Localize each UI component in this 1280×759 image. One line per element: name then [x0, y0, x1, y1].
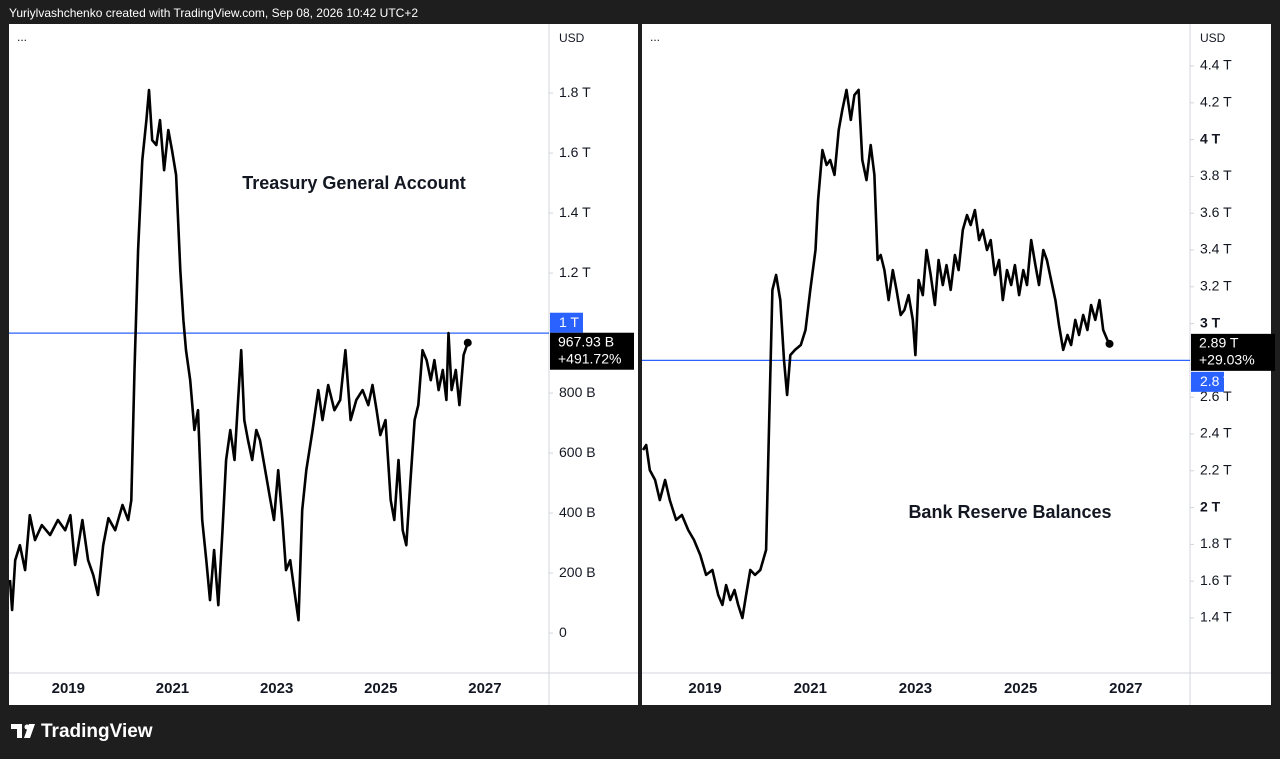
data-line	[8, 88, 470, 622]
x-tick-label: 2021	[794, 680, 827, 697]
y-tick-label: 3.4 T	[1200, 241, 1232, 257]
y-tick-label: 4.2 T	[1200, 94, 1232, 110]
x-tick-label: 2025	[364, 680, 397, 697]
tradingview-logo: TradingView	[11, 721, 153, 742]
header-text: Yuriylvashchenko created with TradingVie…	[9, 6, 418, 20]
y-tick-label: 2.6 T	[1200, 388, 1232, 404]
y-tick-label: 3.8 T	[1200, 167, 1232, 183]
hline-label: 1 T	[559, 314, 579, 330]
x-tick-label: 2023	[899, 680, 932, 697]
panel	[9, 24, 638, 705]
x-tick-label: 2023	[260, 680, 293, 697]
currency-label: USD	[559, 31, 585, 45]
y-tick-label: 1.2 T	[559, 264, 591, 280]
menu-dots: ...	[17, 30, 27, 44]
hline-label-box	[550, 312, 583, 333]
y-tick-label: 1.6 T	[559, 144, 591, 160]
y-tick-label: 1.8 T	[559, 84, 591, 100]
y-tick-label: 4 T	[1200, 130, 1221, 146]
y-tick-label: 1.6 T	[1200, 572, 1232, 588]
y-tick-label: 1.8 T	[1200, 535, 1232, 551]
y-tick-label: 3 T	[1200, 314, 1221, 330]
last-value-label: 967.93 B	[558, 333, 614, 349]
logo-dot	[24, 724, 30, 730]
chart-title: Bank Reserve Balances	[908, 502, 1111, 522]
change-label: +29.03%	[1199, 352, 1255, 368]
x-tick-label: 2025	[1004, 680, 1037, 697]
hline-label: 2.8 T	[1200, 373, 1232, 389]
y-tick-label: 1.4 T	[559, 204, 591, 220]
last-value-box	[550, 332, 634, 370]
x-tick-label: 2027	[1109, 680, 1142, 697]
menu-dots: ...	[650, 30, 660, 44]
x-tick-label: 2021	[156, 680, 189, 697]
y-tick-label: 1.4 T	[1200, 609, 1232, 625]
y-tick-label: 3.2 T	[1200, 278, 1232, 294]
last-point	[463, 338, 472, 347]
panel	[642, 24, 1271, 705]
y-tick-label: 200 B	[559, 564, 596, 580]
data-line	[641, 88, 1111, 620]
y-tick-label: 2 T	[1200, 498, 1221, 514]
chart-title: Treasury General Account	[242, 173, 465, 193]
y-tick-label: 4.4 T	[1200, 57, 1232, 73]
hline-label-box	[1191, 371, 1224, 392]
last-point	[1105, 339, 1114, 348]
y-tick-label: 3.6 T	[1200, 204, 1232, 220]
currency-label: USD	[1200, 31, 1226, 45]
x-tick-label: 2027	[468, 680, 501, 697]
y-tick-label: 800 B	[559, 384, 596, 400]
y-tick-label: 400 B	[559, 504, 596, 520]
change-label: +491.72%	[558, 350, 621, 366]
x-tick-label: 2019	[52, 680, 85, 697]
y-tick-label: 0	[559, 624, 567, 640]
y-tick-label: 2.4 T	[1200, 425, 1232, 441]
logo-text: TradingView	[41, 721, 153, 742]
last-value-label: 2.89 T	[1199, 335, 1239, 351]
y-tick-label: 2.2 T	[1200, 462, 1232, 478]
x-tick-label: 2019	[688, 680, 721, 697]
y-tick-label: 600 B	[559, 444, 596, 460]
last-value-box	[1191, 333, 1275, 371]
